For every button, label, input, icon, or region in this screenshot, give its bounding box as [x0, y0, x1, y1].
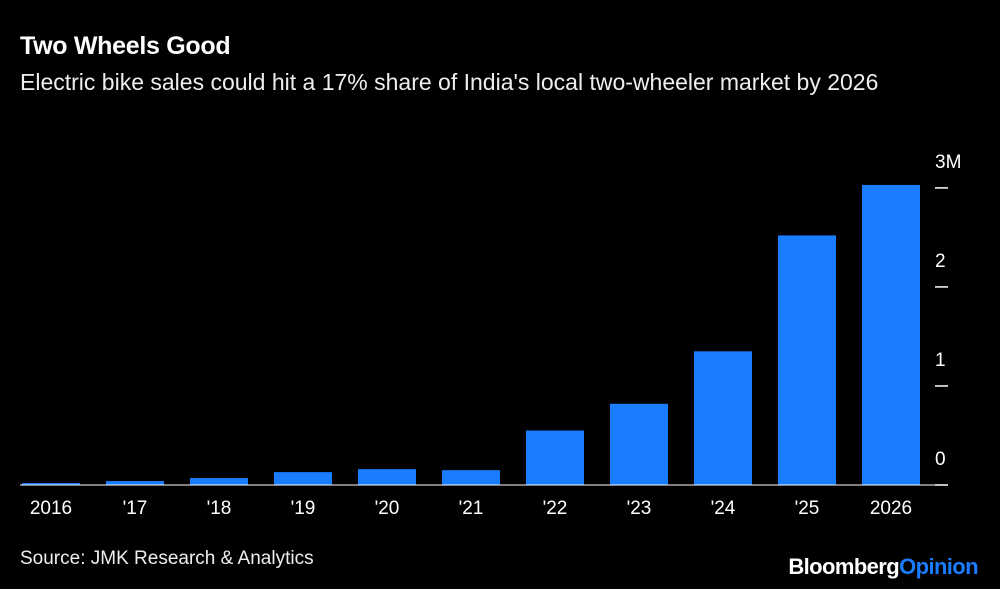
y-tick-label: 3M [935, 152, 961, 173]
chart-title: Two Wheels Good [20, 32, 231, 60]
source-note: Source: JMK Research & Analytics [20, 548, 314, 569]
chart-subtitle: Electric bike sales could hit a 17% shar… [20, 69, 879, 95]
x-tick-label: '19 [291, 498, 316, 519]
x-tick-label: 2016 [30, 498, 72, 519]
x-tick-label: 2026 [870, 498, 912, 519]
x-tick-label: '24 [711, 498, 736, 519]
bar [274, 472, 332, 485]
bar [694, 351, 752, 485]
y-tick-label: 2 [935, 251, 946, 272]
bar [190, 478, 248, 485]
bar [526, 430, 584, 485]
x-tick-label: '20 [375, 498, 400, 519]
bar [862, 184, 920, 485]
y-tick-label: 1 [935, 350, 946, 371]
x-tick-label: '22 [543, 498, 568, 519]
x-tick-label: '17 [123, 498, 148, 519]
x-tick-label: '25 [795, 498, 820, 519]
bar [106, 481, 164, 485]
logo-product: Opinion [899, 554, 979, 579]
x-tick-label: '21 [459, 498, 484, 519]
logo: BloombergOpinion [788, 554, 978, 580]
logo-brand: Bloomberg [788, 554, 900, 579]
x-tick-label: '23 [627, 498, 652, 519]
y-tick-label: 0 [935, 449, 946, 470]
bar [778, 235, 836, 485]
bar [358, 469, 416, 485]
x-tick-label: '18 [207, 498, 232, 519]
bar [442, 470, 500, 485]
bar [22, 483, 80, 485]
bar [610, 403, 668, 485]
